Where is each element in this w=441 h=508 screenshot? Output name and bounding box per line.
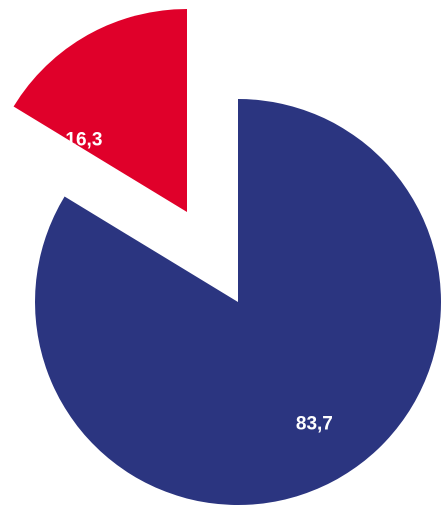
pie-slices <box>13 9 441 505</box>
slice-value-label-1: 83,7 <box>296 414 333 435</box>
pie-labels: 16,3 83,7 <box>65 129 332 434</box>
slice-value-label-0: 16,3 <box>65 129 102 150</box>
pie-slice-1 <box>34 99 441 505</box>
pie-slice-0 <box>13 9 188 212</box>
